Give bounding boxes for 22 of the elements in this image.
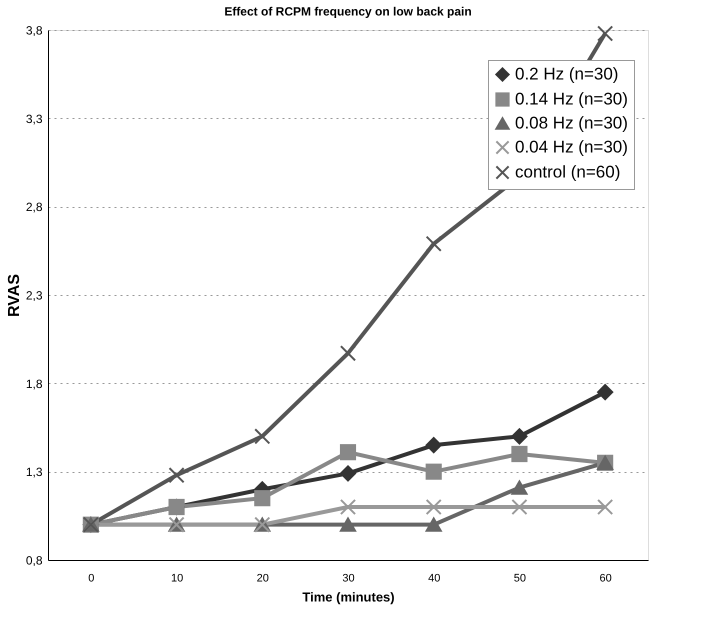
legend-label: control (n=60) bbox=[515, 162, 620, 182]
y-tick-label: 3,8 bbox=[26, 24, 43, 38]
chart-title: Effect of RCPM frequency on low back pain bbox=[224, 4, 472, 18]
x-tick-label: 50 bbox=[514, 572, 526, 584]
y-tick-label: 1,8 bbox=[26, 376, 43, 391]
x-axis-title: Time (minutes) bbox=[302, 590, 395, 604]
y-tick-label: 1,3 bbox=[26, 465, 43, 480]
legend-label: 0.04 Hz (n=30) bbox=[515, 138, 628, 156]
y-tick-label: 0,8 bbox=[26, 554, 43, 568]
legend-label: 0.08 Hz (n=30) bbox=[515, 114, 628, 132]
y-tick-label: 2,8 bbox=[26, 200, 43, 214]
y-tick-label: 2,3 bbox=[26, 288, 43, 302]
x-tick-label: 60 bbox=[600, 572, 612, 584]
legend-label: 0.14 Hz (n=30) bbox=[515, 90, 628, 108]
x-tick-label: 10 bbox=[170, 572, 184, 584]
legend-label: 0.2 Hz (n=30) bbox=[515, 64, 618, 84]
x-tick-label: 30 bbox=[342, 572, 355, 584]
y-tick-label: 3,3 bbox=[26, 112, 43, 126]
x-tick-label: 0 bbox=[88, 572, 94, 584]
y-axis-title: RVAS bbox=[6, 274, 23, 317]
x-tick-label: 40 bbox=[428, 572, 440, 584]
x-tick-label: 20 bbox=[256, 572, 269, 584]
